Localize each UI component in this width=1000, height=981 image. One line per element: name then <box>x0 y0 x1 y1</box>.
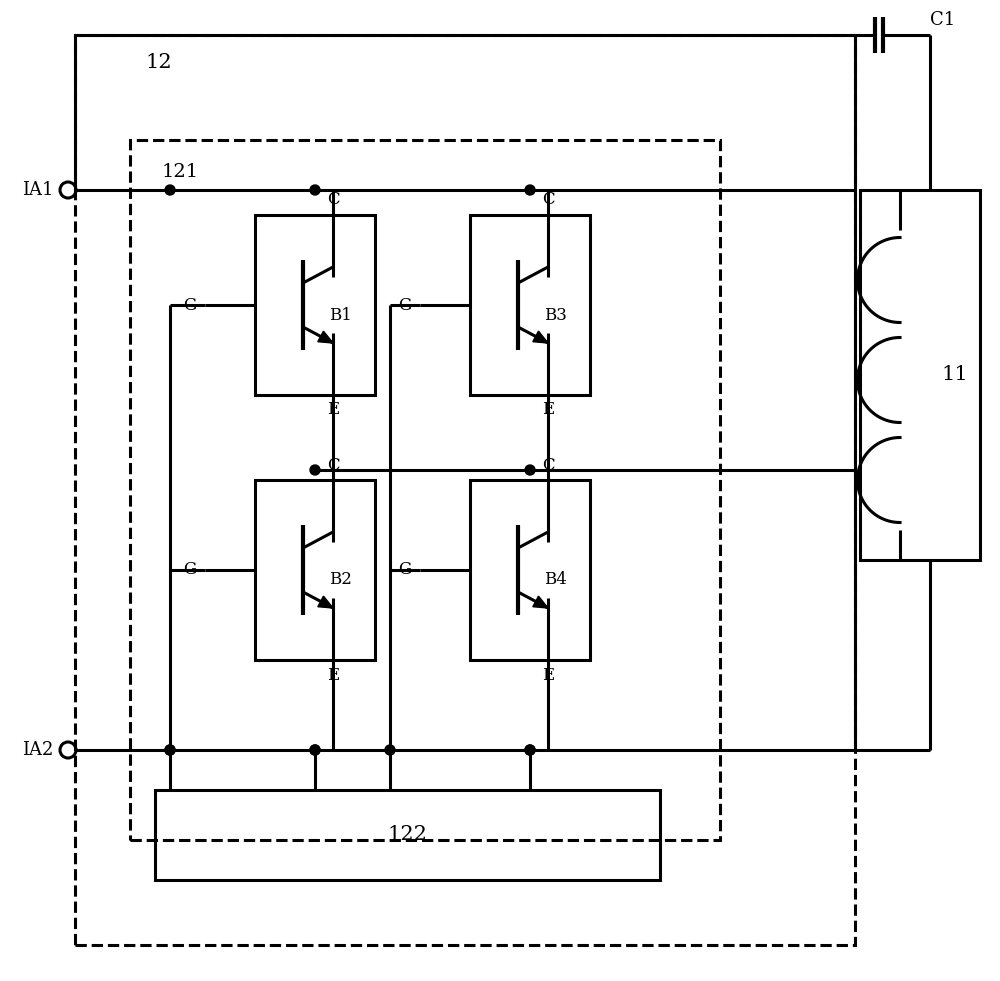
Text: C: C <box>327 191 339 209</box>
Text: 122: 122 <box>387 825 427 845</box>
Bar <box>255 480 375 660</box>
Bar <box>75 35 855 945</box>
Circle shape <box>165 185 175 195</box>
Circle shape <box>310 745 320 755</box>
Text: C: C <box>542 191 554 209</box>
Text: B4: B4 <box>544 572 566 589</box>
Bar <box>470 480 590 660</box>
Text: IA2: IA2 <box>22 741 54 759</box>
Bar <box>470 215 590 395</box>
Text: E: E <box>542 666 554 684</box>
Text: G: G <box>183 561 197 579</box>
Text: E: E <box>327 401 339 419</box>
Text: B2: B2 <box>329 572 351 589</box>
Text: B1: B1 <box>329 306 351 324</box>
Text: E: E <box>327 666 339 684</box>
Circle shape <box>385 745 395 755</box>
Bar <box>155 790 660 880</box>
Text: E: E <box>542 401 554 419</box>
Bar <box>255 215 375 395</box>
Circle shape <box>525 185 535 195</box>
Polygon shape <box>533 596 548 608</box>
Text: G: G <box>398 296 412 314</box>
Text: 121: 121 <box>162 163 199 181</box>
Circle shape <box>165 745 175 755</box>
Text: 11: 11 <box>942 366 968 385</box>
Circle shape <box>310 745 320 755</box>
Bar <box>860 190 980 560</box>
Polygon shape <box>533 332 548 343</box>
Circle shape <box>525 465 535 475</box>
Text: C: C <box>542 456 554 474</box>
Circle shape <box>310 465 320 475</box>
Text: 12: 12 <box>145 53 172 72</box>
Text: C1: C1 <box>930 11 955 29</box>
Text: G: G <box>183 296 197 314</box>
Text: IA1: IA1 <box>22 181 54 199</box>
Circle shape <box>525 745 535 755</box>
Circle shape <box>165 745 175 755</box>
Polygon shape <box>318 332 333 343</box>
Text: C: C <box>327 456 339 474</box>
Text: B3: B3 <box>544 306 566 324</box>
Polygon shape <box>318 596 333 608</box>
Circle shape <box>525 745 535 755</box>
Bar <box>130 140 720 840</box>
Text: G: G <box>398 561 412 579</box>
Circle shape <box>310 185 320 195</box>
